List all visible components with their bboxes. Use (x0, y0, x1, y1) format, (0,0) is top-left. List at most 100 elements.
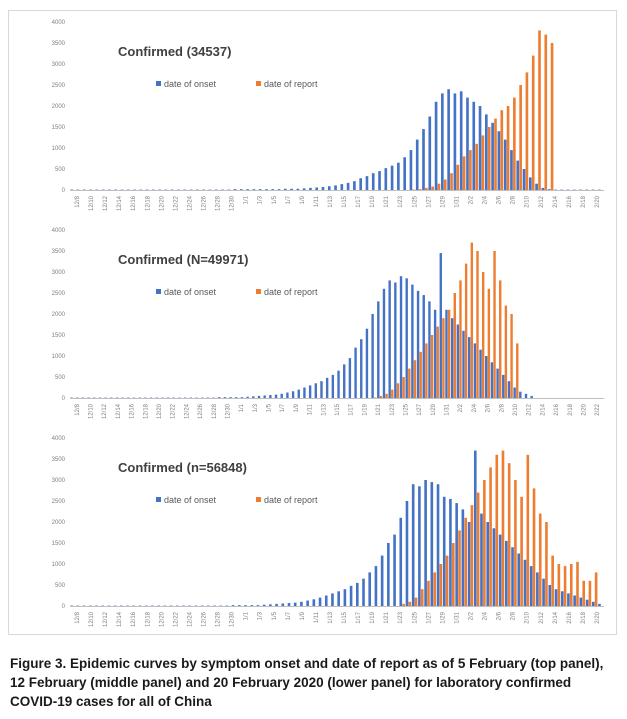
y-tick-label: 1000 (52, 562, 66, 568)
bar-onset (536, 572, 539, 606)
bar-onset (382, 288, 386, 398)
bar-report (464, 517, 468, 606)
x-tick-label: 12/12 (103, 195, 109, 211)
x-tick-label: 1/27 (417, 403, 423, 415)
bar-onset (246, 189, 249, 190)
bar-report (507, 463, 511, 606)
x-tick-label: 2/14 (540, 403, 546, 415)
bar-onset (554, 589, 558, 606)
x-tick-label: 12/28 (216, 611, 222, 627)
bar-report (494, 118, 497, 190)
bar-report (481, 135, 485, 190)
x-tick-label: 2/2 (458, 403, 464, 412)
legend-label-onset: date of onset (164, 79, 217, 89)
bar-onset (461, 509, 465, 606)
bar-report (514, 480, 517, 606)
bar-onset (530, 395, 533, 398)
bar-onset (334, 185, 337, 190)
bar-report (439, 564, 443, 606)
bar-onset (269, 604, 272, 606)
bar-onset (524, 393, 528, 398)
bar-onset (399, 517, 403, 606)
x-tick-label: 1/9 (294, 403, 300, 412)
x-tick-label: 1/7 (280, 403, 286, 412)
x-tick-label: 1/29 (440, 611, 446, 623)
bar-onset (269, 395, 272, 398)
bar-onset (409, 150, 413, 190)
bar-onset (337, 370, 340, 398)
bar-onset (349, 585, 353, 606)
y-tick-label: 4000 (52, 228, 66, 234)
bar-onset (315, 187, 319, 190)
y-tick-label: 0 (62, 396, 66, 402)
y-tick-label: 3500 (52, 457, 66, 463)
bar-onset (456, 324, 460, 398)
bar-onset (348, 358, 352, 398)
y-tick-label: 3000 (52, 62, 66, 68)
x-tick-label: 12/26 (198, 403, 204, 419)
bar-onset (290, 188, 293, 190)
bar-onset (235, 397, 238, 398)
x-tick-label: 2/16 (567, 195, 573, 207)
bar-onset (480, 513, 483, 606)
bar-report (588, 580, 592, 606)
bar-onset (327, 186, 331, 190)
legend-label-report: date of report (264, 79, 318, 89)
bar-onset (591, 601, 595, 606)
x-tick-label: 1/1 (239, 403, 245, 412)
bar-report (470, 505, 474, 606)
y-tick-label: 2000 (52, 104, 66, 110)
y-tick-label: 3000 (52, 478, 66, 484)
x-tick-label: 2/20 (595, 611, 601, 623)
bar-onset (422, 295, 425, 398)
legend-swatch-onset (156, 289, 161, 294)
x-tick-label: 12/16 (130, 403, 136, 419)
bar-onset (547, 189, 551, 190)
bar-onset (490, 362, 494, 398)
x-tick-label: 12/8 (75, 195, 81, 207)
x-tick-label: 2/18 (581, 611, 587, 623)
bar-onset (442, 496, 446, 606)
x-tick-label: 2/18 (568, 403, 574, 415)
y-tick-label: 3500 (52, 249, 66, 255)
bar-report (481, 272, 485, 398)
bar-onset (502, 374, 505, 398)
bar-report (525, 72, 529, 190)
x-tick-label: 12/28 (216, 195, 222, 211)
figure-caption-label: Figure 3. (10, 656, 67, 671)
bar-onset (523, 559, 527, 606)
x-tick-label: 12/10 (89, 195, 95, 211)
bar-onset (422, 129, 425, 190)
bar-report (582, 580, 586, 606)
bar-onset (522, 169, 526, 190)
x-tick-label: 12/12 (102, 403, 108, 419)
chart-title: Confirmed (34537) (118, 44, 231, 59)
bar-onset (275, 603, 278, 606)
bar-report (453, 293, 456, 398)
bar-onset (507, 381, 511, 398)
bar-onset (343, 589, 347, 606)
x-tick-label: 1/13 (328, 611, 334, 623)
bar-onset (371, 314, 374, 398)
bar-onset (324, 595, 328, 606)
x-tick-label: 1/7 (286, 611, 292, 620)
x-tick-label: 1/7 (286, 195, 292, 204)
bar-onset (388, 280, 391, 398)
x-tick-label: 2/12 (527, 403, 533, 415)
x-tick-label: 2/2 (469, 611, 475, 620)
bar-onset (467, 522, 471, 606)
bar-report (545, 522, 548, 606)
y-tick-label: 2500 (52, 499, 66, 505)
x-tick-label: 2/4 (483, 611, 489, 620)
y-tick-label: 1500 (52, 541, 66, 547)
x-tick-label: 12/24 (187, 195, 193, 211)
bar-report (489, 467, 492, 606)
bar-report (450, 173, 453, 190)
bar-onset (244, 605, 247, 606)
bar-onset (312, 599, 316, 606)
bar-onset (424, 480, 427, 606)
y-tick-label: 4000 (52, 436, 66, 442)
bar-onset (283, 188, 287, 190)
bar-report (419, 351, 422, 398)
bar-report (443, 179, 447, 190)
